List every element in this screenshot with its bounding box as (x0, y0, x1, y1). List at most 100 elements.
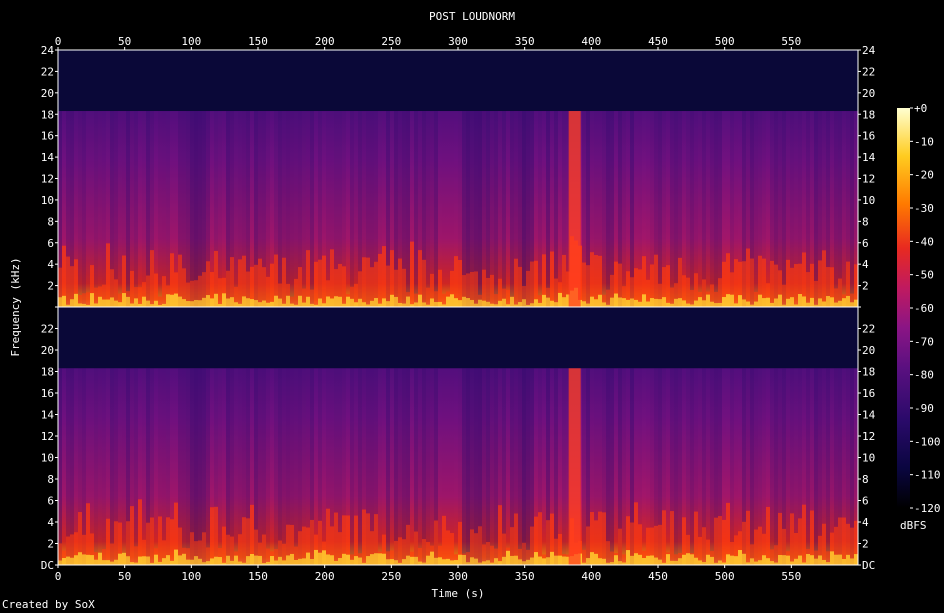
bass-energy (126, 296, 130, 307)
bass-energy (690, 554, 694, 565)
bass-energy (830, 551, 834, 565)
low-freq-energy (130, 506, 134, 565)
time-column (354, 111, 358, 307)
y-tick-label: 8 (47, 215, 54, 228)
time-column (266, 111, 270, 307)
low-freq-energy (306, 527, 310, 565)
bass-energy (634, 553, 638, 565)
low-freq-energy (238, 259, 242, 307)
time-column (442, 111, 446, 307)
y-tick-label: 22 (41, 65, 54, 78)
bass-energy (378, 303, 382, 307)
time-column (142, 111, 146, 307)
time-column (170, 111, 174, 307)
time-column (646, 368, 650, 565)
low-freq-energy (838, 278, 842, 307)
low-freq-energy (846, 523, 850, 565)
time-column (254, 368, 258, 565)
colorbar-tick-label: +0 (914, 102, 927, 115)
low-freq-energy (614, 261, 618, 307)
bass-energy (518, 559, 522, 565)
bass-energy (194, 299, 198, 307)
time-column (566, 368, 570, 565)
bass-energy (346, 554, 350, 565)
bass-energy (262, 300, 266, 307)
bass-energy (442, 304, 446, 307)
low-freq-energy (670, 511, 674, 565)
time-column (334, 111, 338, 307)
bass-energy (126, 556, 130, 565)
low-freq-energy (502, 533, 506, 565)
low-freq-energy (350, 286, 354, 307)
bass-energy (346, 296, 350, 307)
bass-energy (610, 297, 614, 307)
low-freq-energy (382, 534, 386, 565)
bass-energy (166, 555, 170, 565)
bass-energy (714, 562, 718, 565)
time-column (238, 111, 242, 307)
time-column (362, 368, 366, 565)
low-freq-energy (58, 543, 62, 565)
time-column (682, 111, 686, 307)
colorbar-label: dBFS (900, 519, 927, 532)
time-column (126, 368, 130, 565)
low-freq-energy (394, 269, 398, 307)
time-column (710, 368, 714, 565)
time-column (846, 111, 850, 307)
bass-energy (182, 553, 186, 565)
bass-energy (214, 556, 218, 565)
low-freq-energy (482, 544, 486, 565)
time-column (854, 368, 858, 565)
time-column (246, 111, 250, 307)
x-tick-label: 450 (648, 35, 668, 48)
bass-energy (162, 303, 166, 307)
time-column (110, 111, 114, 307)
time-column (702, 368, 706, 565)
y-tick-label: 24 (41, 44, 55, 57)
low-freq-energy (530, 526, 534, 565)
bass-energy (398, 562, 402, 565)
bass-energy (818, 555, 822, 565)
y-tick-label: 12 (41, 173, 54, 186)
bass-energy (250, 554, 254, 565)
low-freq-energy (786, 259, 790, 307)
time-column (798, 111, 802, 307)
time-column (706, 368, 710, 565)
x-tick-label: 100 (181, 570, 201, 583)
time-column (594, 111, 598, 307)
low-freq-energy (494, 548, 498, 565)
bass-energy (266, 302, 270, 307)
colorbar-tick-label: -10 (914, 135, 934, 148)
time-column (258, 111, 262, 307)
bass-energy (58, 560, 62, 565)
time-column (806, 111, 810, 307)
bass-energy (86, 554, 90, 565)
low-freq-energy (190, 532, 194, 565)
bass-energy (362, 562, 366, 565)
time-column (658, 368, 662, 565)
bass-energy (394, 296, 398, 307)
low-freq-energy (718, 278, 722, 307)
time-column (530, 368, 534, 565)
bass-energy (334, 560, 338, 565)
time-column (154, 368, 158, 565)
low-freq-energy (534, 260, 538, 307)
bass-energy (702, 300, 706, 307)
low-freq-energy (302, 526, 306, 565)
time-column (86, 111, 90, 307)
bass-energy (274, 295, 278, 307)
x-tick-label: 250 (381, 35, 401, 48)
low-freq-energy (210, 507, 214, 565)
time-column (682, 368, 686, 565)
low-freq-energy (442, 293, 446, 307)
time-column (190, 368, 194, 565)
time-column (262, 111, 266, 307)
low-freq-energy (458, 259, 462, 307)
low-freq-energy (230, 536, 234, 565)
time-column (302, 111, 306, 307)
time-column (382, 368, 386, 565)
bass-energy (114, 300, 118, 307)
bass-energy (782, 304, 786, 307)
low-freq-energy (350, 554, 354, 565)
low-freq-energy (334, 269, 338, 307)
